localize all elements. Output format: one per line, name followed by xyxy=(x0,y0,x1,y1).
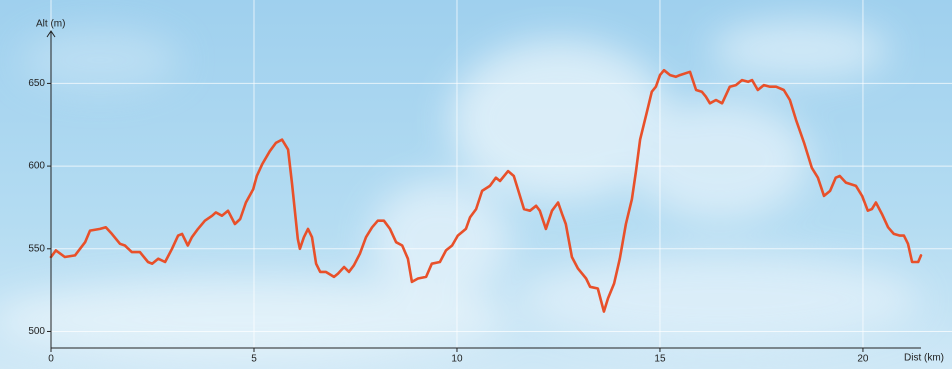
y-tick-label: 600 xyxy=(28,161,45,172)
x-tick-label: 0 xyxy=(48,354,54,365)
x-tick-label: 5 xyxy=(251,354,257,365)
x-tick-label: 20 xyxy=(857,354,869,365)
y-axis-arrow xyxy=(46,30,56,38)
plot xyxy=(49,68,923,313)
elevation-line xyxy=(49,68,923,313)
clouds xyxy=(0,20,920,360)
x-axis-label: Dist (km) xyxy=(904,353,944,364)
y-tick-label: 500 xyxy=(28,326,45,337)
y-tick-label: 650 xyxy=(28,78,45,89)
x-tick-label: 15 xyxy=(654,354,666,365)
y-tick-label: 550 xyxy=(28,243,45,254)
y-axis-label: Alt (m) xyxy=(36,19,65,30)
grid xyxy=(50,0,952,348)
x-tick-label: 10 xyxy=(451,354,463,365)
